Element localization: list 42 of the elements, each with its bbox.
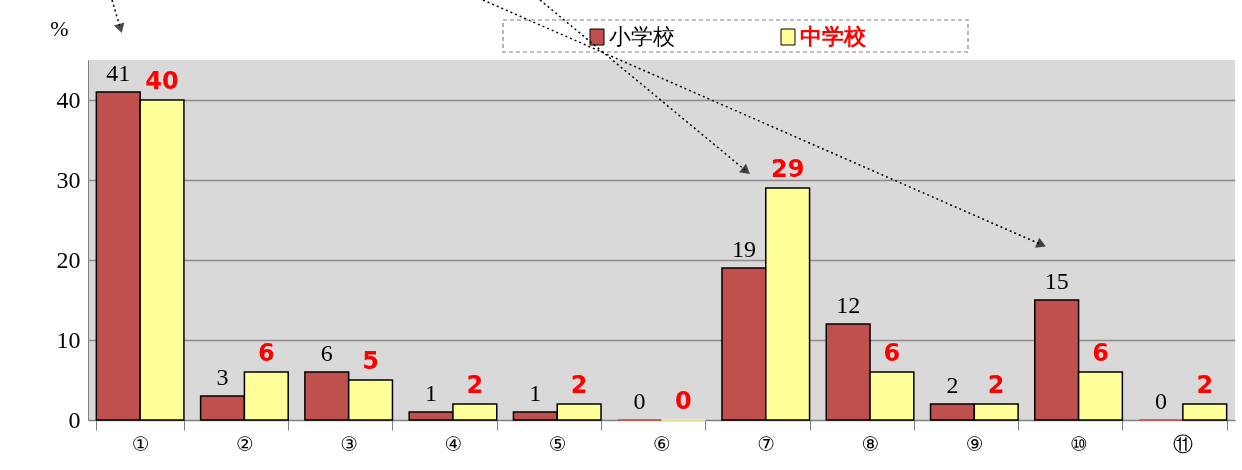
data-label: 2	[570, 371, 588, 399]
legend-label: 小学校	[609, 24, 675, 49]
y-tick-label: 40	[56, 86, 81, 113]
data-label: 3	[216, 364, 229, 390]
x-tick-label: ⑩	[1070, 431, 1089, 456]
data-label: 29	[770, 155, 805, 183]
x-tick-label: ④	[444, 431, 463, 456]
data-label: 41	[106, 60, 131, 86]
data-label: 6	[320, 340, 333, 366]
y-tick-label: 10	[56, 326, 81, 353]
data-label: 0	[633, 388, 646, 414]
data-label: 6	[257, 339, 275, 367]
data-label: 6	[883, 339, 901, 367]
x-tick-label: ⑪	[1173, 431, 1194, 456]
data-label: 0	[1154, 388, 1167, 414]
data-label: 2	[987, 371, 1005, 399]
data-label: 6	[1092, 339, 1109, 367]
x-tick-label: ①	[131, 431, 150, 456]
y-tick-label: 20	[56, 246, 81, 273]
y-tick-label: 0	[68, 406, 81, 433]
data-label: 12	[836, 292, 861, 318]
bar	[1182, 403, 1228, 421]
data-label: 0	[675, 387, 692, 415]
x-tick-label: ⑦	[757, 431, 776, 456]
x-tick-label: ②	[235, 431, 254, 456]
data-label: 40	[145, 67, 179, 95]
legend-label: 中学校	[800, 24, 867, 49]
x-tick-label: ⑤	[548, 431, 567, 456]
data-label: 1	[529, 380, 542, 406]
data-label: 5	[362, 347, 379, 375]
x-tick-label: ⑨	[965, 431, 984, 456]
x-tick-label: ⑥	[653, 431, 671, 456]
data-label: 2	[1196, 371, 1214, 399]
y-tick-label: 30	[56, 166, 81, 193]
x-tick-label: ③	[340, 431, 359, 456]
data-label: 2	[946, 372, 959, 398]
x-tick-label: ⑧	[861, 431, 880, 456]
data-label: 1	[425, 380, 438, 406]
y-axis-title: %	[50, 15, 69, 41]
data-label: 2	[466, 371, 484, 399]
data-label: 15	[1044, 268, 1069, 294]
data-label: 19	[731, 236, 756, 262]
